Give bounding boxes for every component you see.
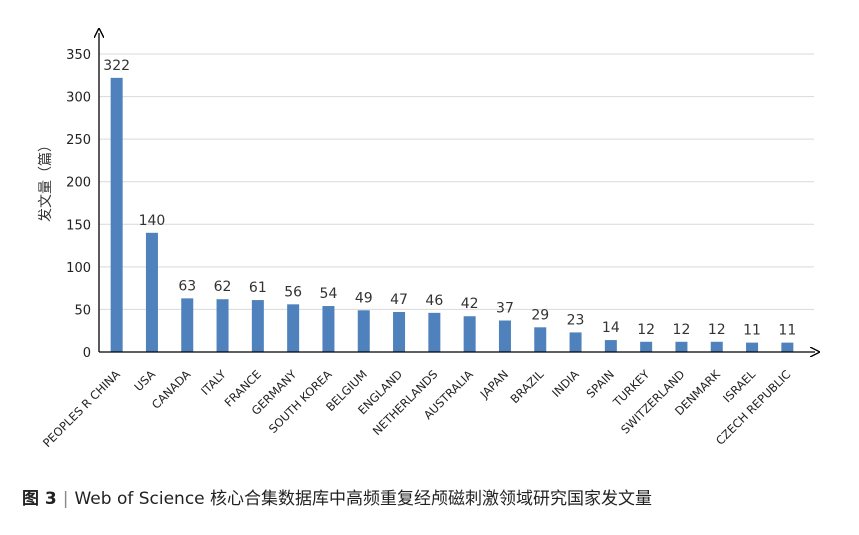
data-label: 46 [425, 293, 443, 309]
data-label: 12 [673, 322, 691, 338]
data-label: 42 [461, 296, 479, 312]
data-label: 49 [355, 290, 373, 306]
y-tick-label: 200 [66, 176, 91, 191]
x-tick-label: SPAIN [583, 367, 616, 400]
x-tick-label: BRAZIL [508, 367, 547, 406]
y-tick-label: 50 [74, 303, 91, 318]
x-tick-label: ITALY [198, 367, 229, 398]
bar [746, 342, 759, 352]
y-axis-ticks: 0 50 100 150 200 250 300 350 [66, 48, 91, 361]
bar [393, 311, 406, 352]
bar [640, 341, 653, 352]
data-label: 23 [567, 312, 585, 328]
bars [110, 77, 794, 352]
bar-chart: 0 50 100 150 200 250 300 350 322 140 63 62 61 56 54 49… [38, 0, 859, 450]
data-label: 56 [284, 284, 302, 300]
data-label: 11 [743, 323, 761, 339]
bar [675, 341, 688, 352]
x-tick-label: PEOPLES R CHINA [40, 367, 123, 450]
data-label: 11 [778, 323, 796, 339]
y-tick-label: 0 [83, 346, 91, 361]
figure-caption: 图 3 | Web of Science 核心合集数据库中高频重复经颅磁刺激领域研究… [22, 484, 652, 509]
y-tick-label: 150 [66, 218, 91, 233]
bar [357, 310, 370, 352]
bar [498, 320, 511, 352]
data-label: 37 [496, 300, 514, 316]
data-label: 322 [103, 58, 130, 74]
bar [110, 77, 123, 352]
bar [287, 304, 300, 352]
data-label: 47 [390, 292, 408, 308]
bar [569, 332, 582, 352]
bar [534, 327, 547, 352]
y-tick-label: 350 [66, 48, 91, 63]
bar [216, 299, 229, 352]
bar [781, 342, 794, 352]
bar [181, 298, 194, 352]
y-axis-label: 发文量（篇） [38, 138, 54, 222]
y-tick-label: 300 [66, 91, 91, 106]
bar [710, 341, 723, 352]
x-tick-label: JAPAN [477, 367, 511, 401]
gridlines [99, 53, 814, 310]
bar [251, 300, 264, 352]
data-label: 62 [214, 279, 232, 295]
data-labels: 322 140 63 62 61 56 54 49 47 46 42 37 29 23 14 12 12 12 11… [103, 58, 796, 339]
data-label: 12 [637, 322, 655, 338]
data-label: 29 [531, 307, 549, 323]
caption-separator: | [62, 489, 69, 509]
y-tick-label: 250 [66, 133, 91, 148]
data-label: 54 [320, 286, 338, 302]
data-label: 63 [178, 278, 196, 294]
x-tick-label: CANADA [149, 367, 194, 412]
y-tick-label: 100 [66, 261, 91, 276]
bar [145, 232, 158, 352]
data-label: 140 [139, 213, 166, 229]
figure-number: 图 3 [22, 489, 57, 509]
x-tick-label: USA [131, 367, 158, 394]
bar [428, 312, 441, 352]
data-label: 61 [249, 280, 267, 296]
caption-text: Web of Science 核心合集数据库中高频重复经颅磁刺激领域研究国家发文… [74, 489, 653, 509]
x-tick-label: INDIA [549, 367, 582, 400]
bar [322, 306, 335, 352]
data-label: 12 [708, 322, 726, 338]
bar [604, 340, 617, 352]
bar [463, 316, 476, 352]
data-label: 14 [602, 320, 620, 336]
